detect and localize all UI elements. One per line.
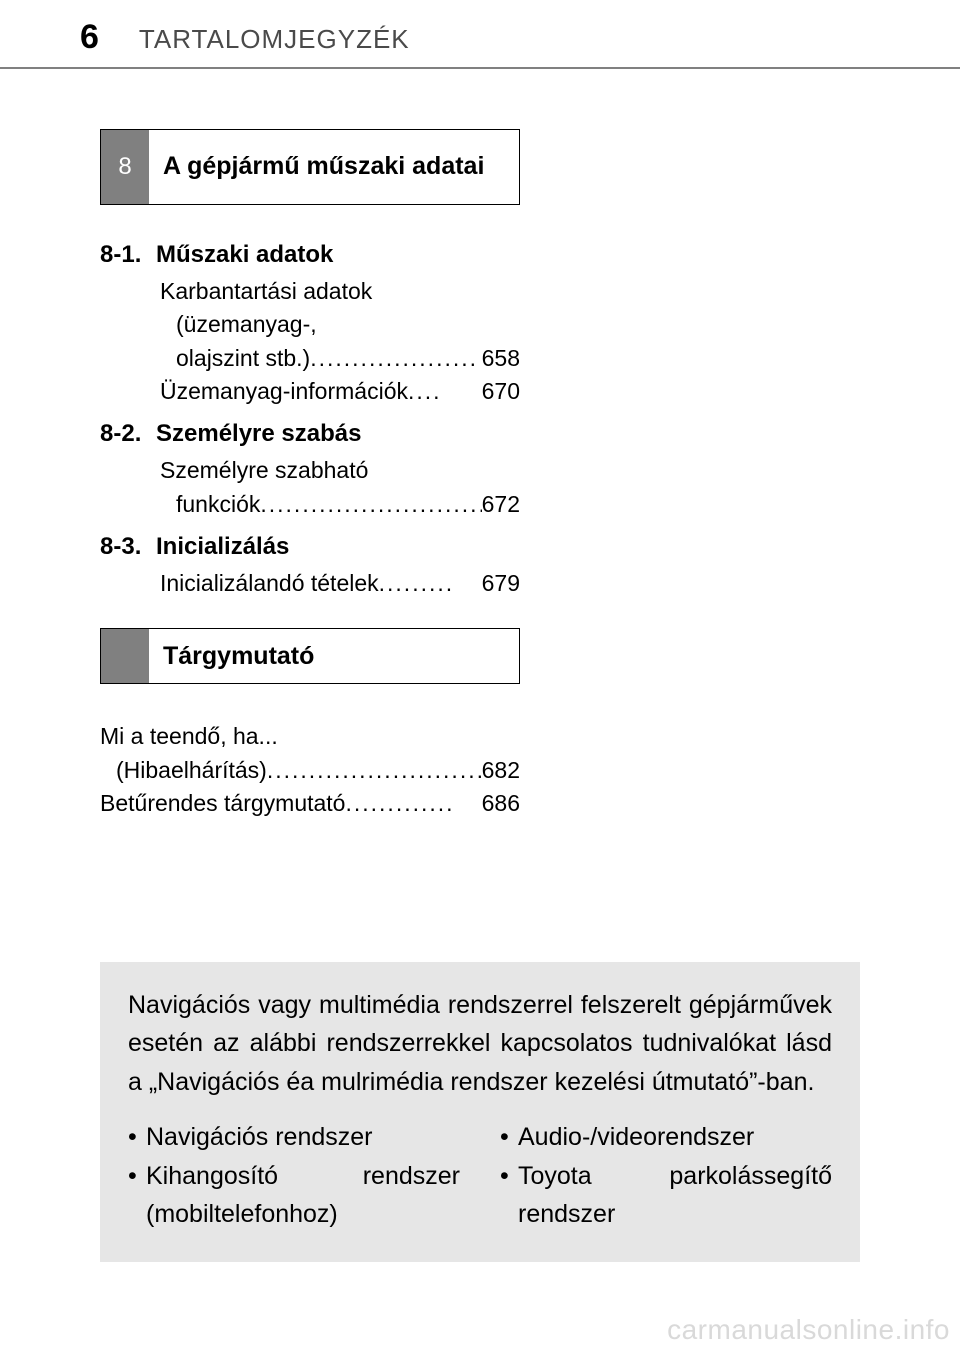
section-title: Tárgymutató: [149, 629, 519, 683]
toc-line: Mi a teendő, ha...: [100, 720, 520, 753]
info-lists: • Navigációs rendszer • Kihangosító rend…: [128, 1118, 832, 1234]
toc-heading-num: 8-3.: [100, 533, 156, 561]
toc-dots: ...........................: [260, 488, 481, 521]
toc-heading-num: 8-2.: [100, 420, 156, 448]
info-item-text: Audio-/videorendszer: [518, 1118, 832, 1157]
info-col-left: • Navigációs rendszer • Kihangosító rend…: [128, 1118, 460, 1234]
info-item: • Toyota parkolássegítő rendszer: [500, 1157, 832, 1235]
toc-dots: .........: [379, 567, 482, 600]
page-header: 6 TARTALOMJEGYZÉK: [0, 0, 960, 57]
toc-label: Mi a teendő, ha...: [100, 720, 278, 753]
section-number-blank: [101, 629, 149, 683]
toc-label: Inicializálandó tételek: [160, 567, 379, 600]
bullet-icon: •: [128, 1157, 146, 1235]
toc-dots: ....................: [310, 342, 481, 375]
toc-group-8-1: 8-1.Műszaki adatok Karbantartási adatok …: [100, 241, 520, 408]
info-item-text: Kihangosító rendszer (mobiltelefonhoz): [146, 1157, 460, 1235]
toc-label: Karbantartási adatok: [160, 275, 372, 308]
toc-label: Üzemanyag-információk: [160, 375, 408, 408]
toc-line: Inicializálandó tételek ......... 679: [100, 567, 520, 600]
watermark: carmanualsonline.info: [667, 1314, 950, 1346]
info-col-right: • Audio-/videorendszer • Toyota parkolás…: [500, 1118, 832, 1234]
toc-heading-title: Inicializálás: [156, 533, 289, 560]
toc-page: 672: [482, 488, 520, 521]
toc-line: funkciók ........................... 672: [100, 488, 520, 521]
toc-page: 679: [482, 567, 520, 600]
toc-line: (üzemanyag-,: [100, 308, 520, 341]
toc-line: olajszint stb.) .................... 658: [100, 342, 520, 375]
bullet-icon: •: [500, 1157, 518, 1235]
toc-page: 670: [482, 375, 520, 408]
toc-heading: 8-3.Inicializálás: [100, 533, 520, 561]
toc-group-8-3: 8-3.Inicializálás Inicializálandó tétele…: [100, 533, 520, 600]
toc-group-8-2: 8-2.Személyre szabás Személyre szabható …: [100, 420, 520, 521]
toc-line: Betűrendes tárgymutató ............. 686: [100, 787, 520, 820]
toc-heading: 8-2.Személyre szabás: [100, 420, 520, 448]
toc-page: 682: [482, 754, 520, 787]
bullet-icon: •: [500, 1118, 518, 1157]
toc-page: 658: [482, 342, 520, 375]
toc-group-index: Mi a teendő, ha... (Hibaelhárítás) .....…: [100, 720, 520, 820]
toc-line: Üzemanyag-információk .... 670: [100, 375, 520, 408]
info-box: Navigációs vagy multimédia rendszerrel f…: [100, 962, 860, 1263]
header-title: TARTALOMJEGYZÉK: [139, 24, 410, 55]
page: 6 TARTALOMJEGYZÉK 8 A gépjármű műszaki a…: [0, 0, 960, 1352]
toc-label: funkciók: [176, 488, 260, 521]
bullet-icon: •: [128, 1118, 146, 1157]
toc-heading: 8-1.Műszaki adatok: [100, 241, 520, 269]
info-item-text: Navigációs rendszer: [146, 1118, 460, 1157]
info-item-text: Toyota parkolássegítő rendszer: [518, 1157, 832, 1235]
toc-line: Karbantartási adatok: [100, 275, 520, 308]
toc-heading-title: Műszaki adatok: [156, 241, 333, 268]
content-column: 8 A gépjármű műszaki adatai 8-1.Műszaki …: [0, 69, 520, 820]
toc-page: 686: [482, 787, 520, 820]
toc-label: (üzemanyag-,: [176, 308, 317, 341]
toc-dots: .............: [345, 787, 481, 820]
toc-line: Személyre szabható: [100, 454, 520, 487]
section-box-index: Tárgymutató: [100, 628, 520, 684]
page-number: 6: [80, 18, 99, 57]
toc-label: Betűrendes tárgymutató: [100, 787, 345, 820]
toc-heading-title: Személyre szabás: [156, 420, 361, 447]
toc-dots: ....: [408, 375, 482, 408]
toc-label: Személyre szabható: [160, 454, 368, 487]
info-item: • Navigációs rendszer: [128, 1118, 460, 1157]
info-item: • Audio-/videorendszer: [500, 1118, 832, 1157]
info-item: • Kihangosító rendszer (mobiltelefonhoz): [128, 1157, 460, 1235]
section-box-8: 8 A gépjármű műszaki adatai: [100, 129, 520, 205]
section-title: A gépjármű műszaki adatai: [149, 130, 519, 204]
info-intro: Navigációs vagy multimédia rendszerrel f…: [128, 986, 832, 1102]
toc-heading-num: 8-1.: [100, 241, 156, 269]
toc-line: (Hibaelhárítás) ........................…: [100, 754, 520, 787]
toc-label: (Hibaelhárítás): [116, 754, 267, 787]
section-number: 8: [101, 130, 149, 204]
toc-dots: ..........................: [267, 754, 482, 787]
toc-label: olajszint stb.): [176, 342, 310, 375]
